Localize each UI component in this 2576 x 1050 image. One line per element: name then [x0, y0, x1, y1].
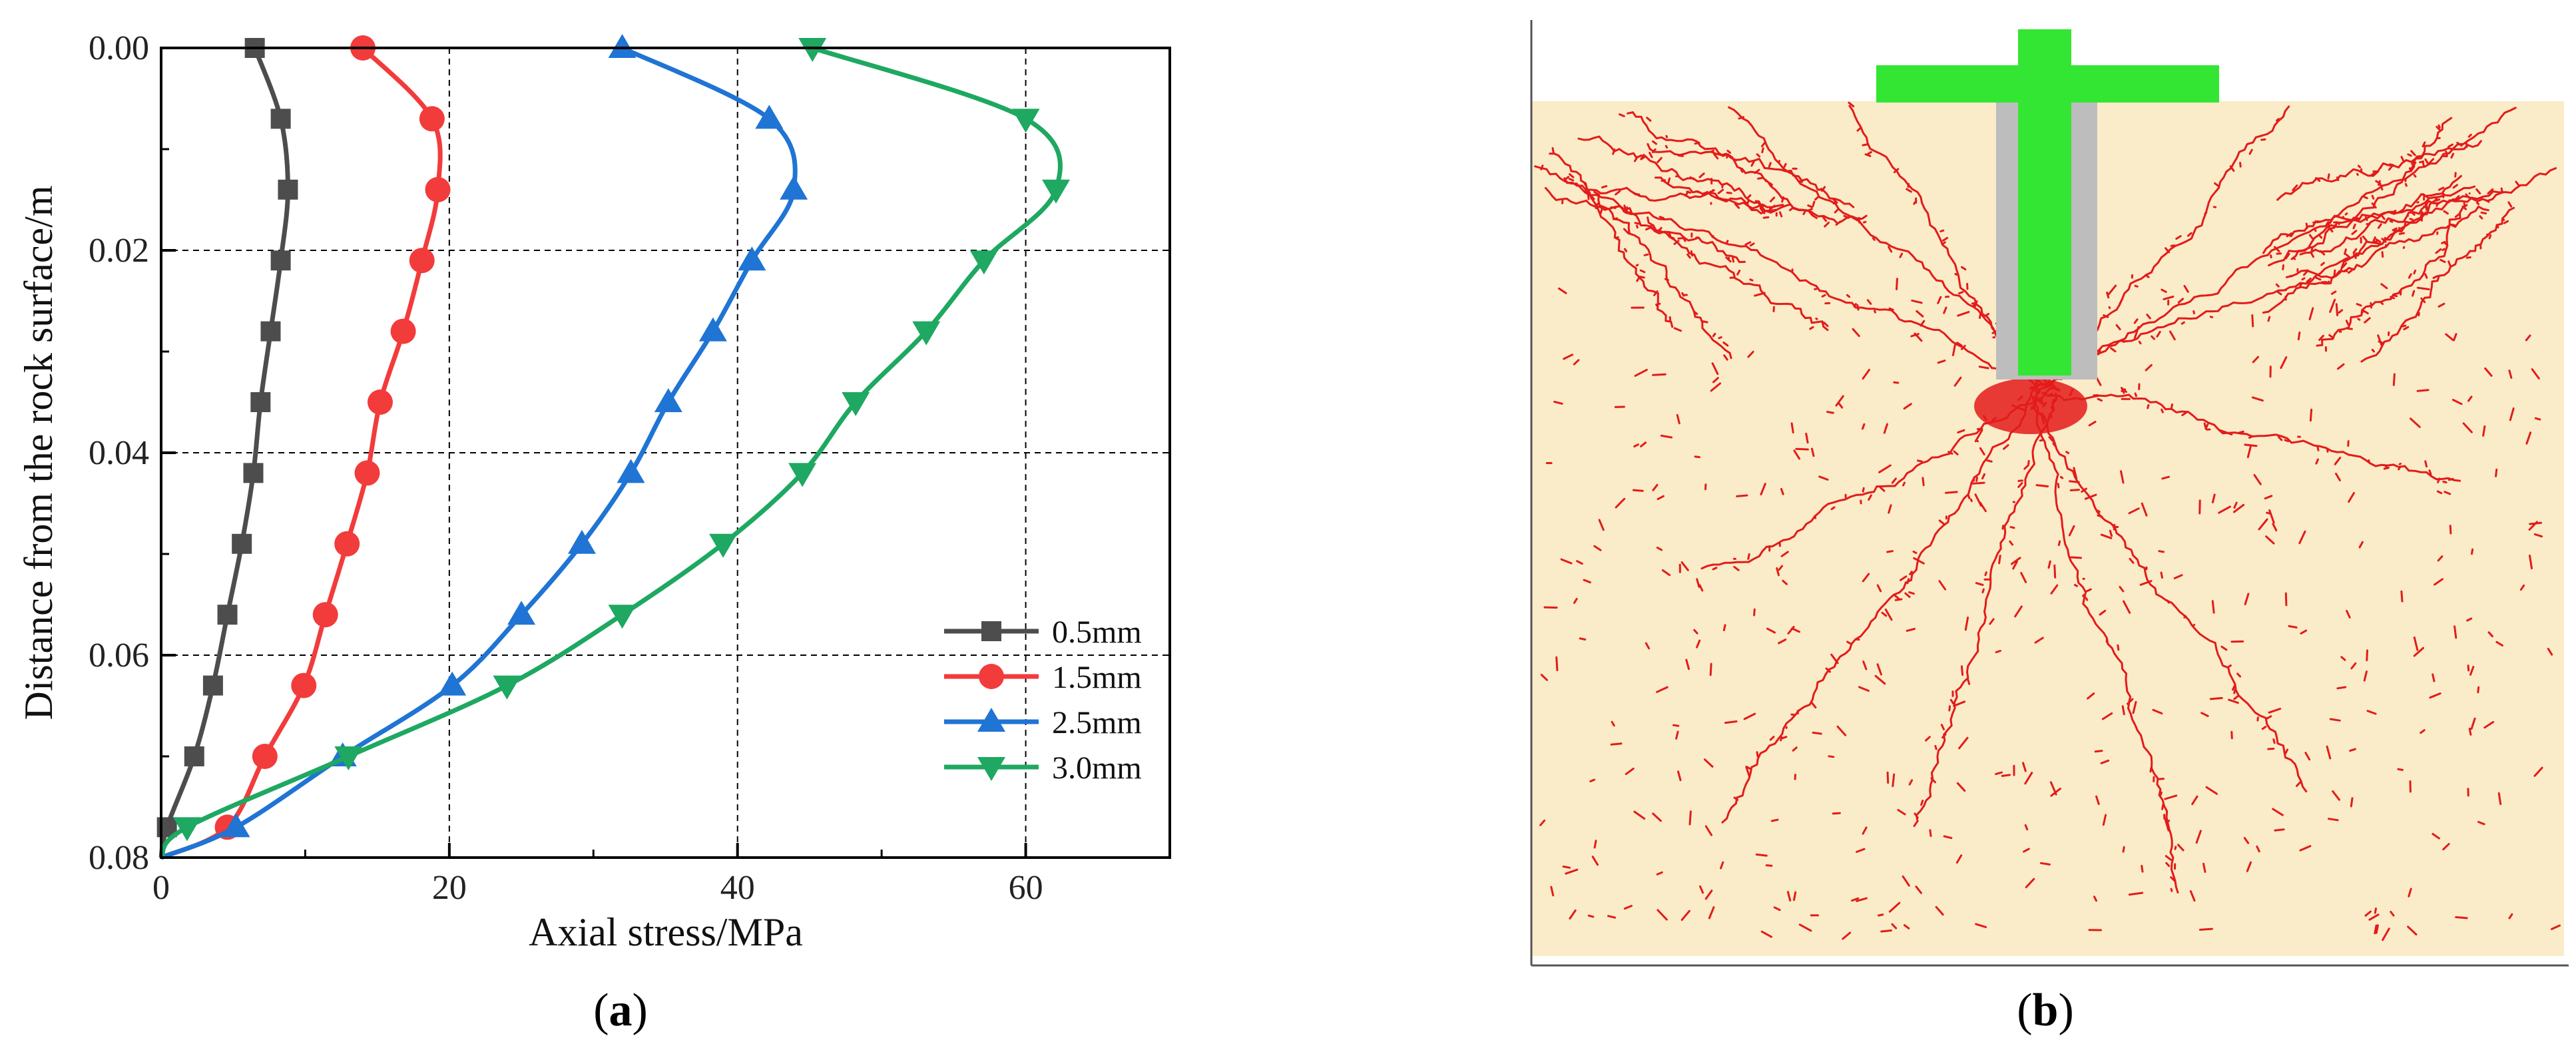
y-tick-label: 0.04: [89, 434, 149, 472]
square-marker: [270, 250, 291, 271]
circle-marker: [252, 744, 278, 769]
triangle-down-marker: [788, 463, 817, 487]
triangle-up-marker: [654, 388, 682, 412]
legend-item: 0.5mm: [944, 615, 1142, 650]
x-axis-title: Axial stress/MPa: [529, 910, 803, 954]
triangle-down-marker: [798, 38, 827, 62]
triangle-down-marker: [1042, 179, 1071, 204]
triangle-up-marker: [507, 601, 536, 625]
triangle-down-marker: [493, 675, 521, 700]
circle-marker: [312, 602, 338, 628]
x-tick-label: 60: [1009, 869, 1043, 907]
anchor-bolt: [1876, 29, 2219, 380]
legend-item: 2.5mm: [944, 705, 1142, 740]
grid-lines: [161, 48, 1170, 858]
legend-label: 1.5mm: [1052, 660, 1142, 695]
square-marker: [184, 746, 204, 766]
axial-stress-chart: 0 20 40 60 0.00 0.02 0.04 0.06 0.08 Axial stress…: [17, 29, 1171, 1036]
triangle-up-marker: [438, 671, 467, 696]
legend: 0.5mm 1.5mm 2.5mm 3.0mm: [944, 615, 1142, 786]
legend-item: 1.5mm: [944, 660, 1142, 695]
legend-label: 2.5mm: [1052, 705, 1142, 740]
particle-simulation-image: (b): [1530, 20, 2569, 1036]
series-3.0mm: [158, 38, 1071, 860]
square-marker: [260, 321, 281, 342]
triangle-up-marker: [977, 708, 1005, 732]
y-tick-label: 0.08: [89, 839, 149, 877]
square-marker: [981, 621, 1001, 641]
square-marker: [217, 605, 238, 625]
triangle-up-marker: [698, 317, 727, 342]
panel-b-caption: (b): [2017, 985, 2074, 1036]
triangle-up-marker: [755, 105, 784, 129]
circle-marker: [390, 318, 416, 344]
bolt-shaft: [2018, 29, 2071, 376]
triangle-down-marker: [334, 746, 363, 770]
circle-marker: [367, 390, 393, 415]
crushed-zone: [1974, 378, 2087, 434]
circle-marker: [425, 176, 451, 202]
triangle-down-marker: [912, 321, 941, 346]
triangle-up-marker: [567, 529, 596, 554]
triangle-down-marker: [842, 392, 870, 416]
triangle-up-marker: [780, 175, 808, 200]
circle-marker: [334, 531, 360, 557]
y-axis-title: Distance from the rock surface/m: [17, 186, 61, 720]
square-marker: [243, 463, 264, 483]
x-tick-label: 40: [720, 869, 755, 907]
square-marker: [202, 675, 223, 696]
triangle-up-marker: [617, 459, 645, 483]
square-marker: [250, 392, 271, 412]
image-frame-lines: [1530, 20, 2569, 967]
circle-marker: [354, 460, 380, 486]
triangle-down-marker: [608, 605, 637, 629]
triangle-up-marker: [222, 813, 250, 838]
triangle-down-marker: [172, 817, 201, 842]
y-tick-label: 0.02: [89, 232, 149, 270]
circle-marker: [409, 248, 435, 274]
x-tick-label: 0: [152, 869, 170, 907]
crack-network: [1534, 101, 2561, 941]
triangle-up-marker: [608, 34, 637, 58]
triangle-down-marker: [977, 757, 1005, 781]
triangle-down-marker: [709, 533, 738, 558]
data-series: [156, 34, 1071, 860]
triangle-down-marker: [1011, 109, 1040, 133]
triangle-down-marker: [969, 250, 998, 275]
series-1.5mm: [160, 35, 451, 860]
circle-marker: [419, 106, 445, 132]
square-marker: [278, 179, 298, 200]
legend-label: 0.5mm: [1052, 615, 1142, 650]
square-marker: [270, 109, 291, 129]
circle-marker: [291, 672, 317, 698]
x-tick-label: 20: [432, 869, 467, 907]
circle-marker: [979, 664, 1004, 689]
axis-ticks: 0 20 40 60 0.00 0.02 0.04 0.06 0.08: [89, 29, 1043, 907]
square-marker: [232, 533, 252, 554]
y-tick-label: 0.06: [89, 637, 149, 674]
panel-a-caption: (a): [593, 985, 648, 1036]
y-tick-label: 0.00: [89, 29, 149, 67]
legend-label: 3.0mm: [1052, 750, 1142, 786]
legend-item: 3.0mm: [944, 750, 1142, 786]
triangle-up-marker: [738, 246, 766, 271]
